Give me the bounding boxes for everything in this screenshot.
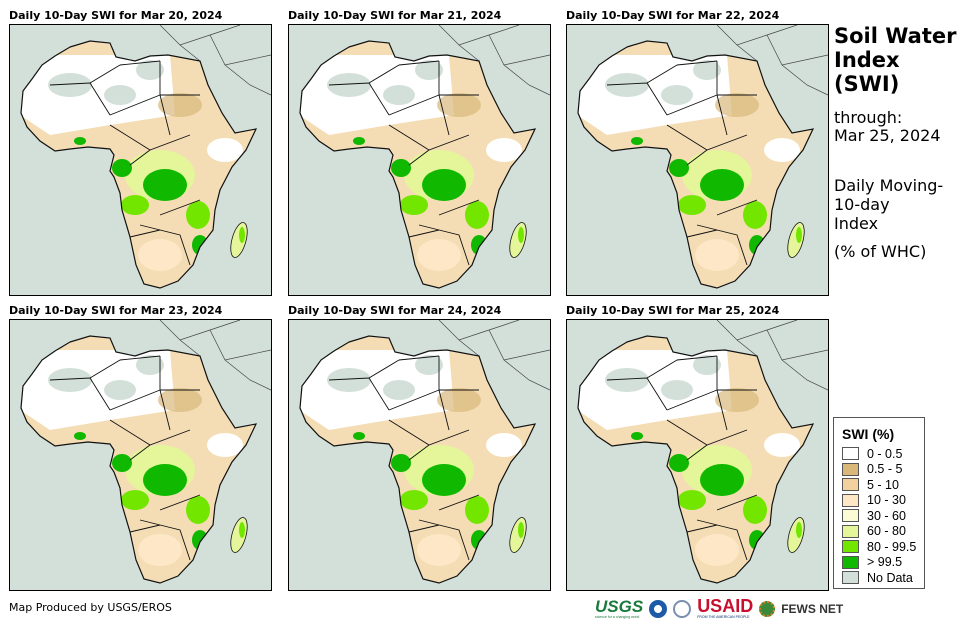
legend-swatch	[842, 555, 859, 569]
fews-net-text: FEWS NET	[781, 601, 844, 616]
legend-item: 80 - 99.5	[842, 539, 924, 555]
usgs-tagline: science for a changing world	[595, 614, 640, 619]
legend-item: 0 - 0.5	[842, 446, 924, 462]
legend-title: SWI (%)	[842, 426, 895, 442]
panel-title: Daily 10-Day SWI for Mar 24, 2024	[288, 304, 502, 317]
desc-line: Daily Moving-	[834, 176, 944, 195]
title-line: Soil Water	[834, 24, 957, 48]
legend-item: No Data	[842, 570, 924, 586]
legend-swatch	[842, 540, 859, 554]
legend-item: 5 - 10	[842, 477, 924, 493]
panel-title: Daily 10-Day SWI for Mar 25, 2024	[566, 304, 780, 317]
usaid-text: USAID	[697, 596, 754, 616]
legend-label: 80 - 99.5	[867, 539, 917, 554]
credit: Map Produced by USGS/EROS	[9, 601, 172, 614]
legend-label: 5 - 10	[867, 477, 899, 492]
legend-swatch	[842, 478, 859, 492]
legend-swatch	[842, 447, 859, 461]
panel-title: Daily 10-Day SWI for Mar 21, 2024	[288, 9, 502, 22]
index-description: Daily Moving- 10-day Index	[834, 176, 943, 233]
through-date: Mar 25, 2024	[834, 126, 941, 145]
usgs-logo: USGS science for a changing world	[595, 596, 644, 619]
legend-label: > 99.5	[867, 555, 903, 570]
title-line: (SWI)	[834, 72, 900, 96]
swi-map-mar-25	[566, 319, 829, 591]
unit-label: (% of WHC)	[834, 242, 927, 261]
swi-map-mar-21	[288, 24, 551, 296]
legend-swatch	[842, 524, 859, 538]
legend-item: 60 - 80	[842, 524, 924, 540]
logos: USGS science for a changing world USAID …	[595, 596, 844, 619]
usgs-text: USGS	[595, 596, 644, 616]
desc-line: 10-day	[834, 195, 890, 214]
title-line: Index	[834, 48, 900, 72]
panel-title: Daily 10-Day SWI for Mar 23, 2024	[9, 304, 223, 317]
legend-item: > 99.5	[842, 555, 924, 571]
panel-title: Daily 10-Day SWI for Mar 22, 2024	[566, 9, 780, 22]
fews-globe-icon	[759, 600, 776, 617]
legend-swatch	[842, 509, 859, 523]
swi-map-mar-22	[566, 24, 829, 296]
noaa-logo-icon	[649, 599, 668, 618]
doi-seal-icon	[673, 599, 692, 618]
legend-item: 0.5 - 5	[842, 462, 924, 478]
through-label: through:	[834, 108, 903, 127]
legend-swatch	[842, 493, 859, 507]
legend-swatch	[842, 571, 859, 585]
usaid-logo: USAID FROM THE AMERICAN PEOPLE	[697, 596, 754, 619]
swi-map-mar-23	[9, 319, 272, 591]
legend-label: 0 - 0.5	[867, 446, 903, 461]
desc-line: Index	[834, 214, 879, 233]
legend-label: 60 - 80	[867, 524, 906, 539]
legend-label: No Data	[867, 570, 913, 585]
legend-item: 10 - 30	[842, 493, 924, 509]
swi-map-mar-24	[288, 319, 551, 591]
legend-label: 30 - 60	[867, 508, 906, 523]
swi-map-mar-20	[9, 24, 272, 296]
usaid-tagline: FROM THE AMERICAN PEOPLE	[697, 615, 750, 619]
legend-item: 30 - 60	[842, 508, 924, 524]
legend-swatch	[842, 462, 859, 476]
legend-label: 0.5 - 5	[867, 462, 903, 477]
legend-label: 10 - 30	[867, 493, 906, 508]
figure-title: Soil Water Index (SWI)	[834, 24, 956, 96]
panel-title: Daily 10-Day SWI for Mar 20, 2024	[9, 9, 223, 22]
